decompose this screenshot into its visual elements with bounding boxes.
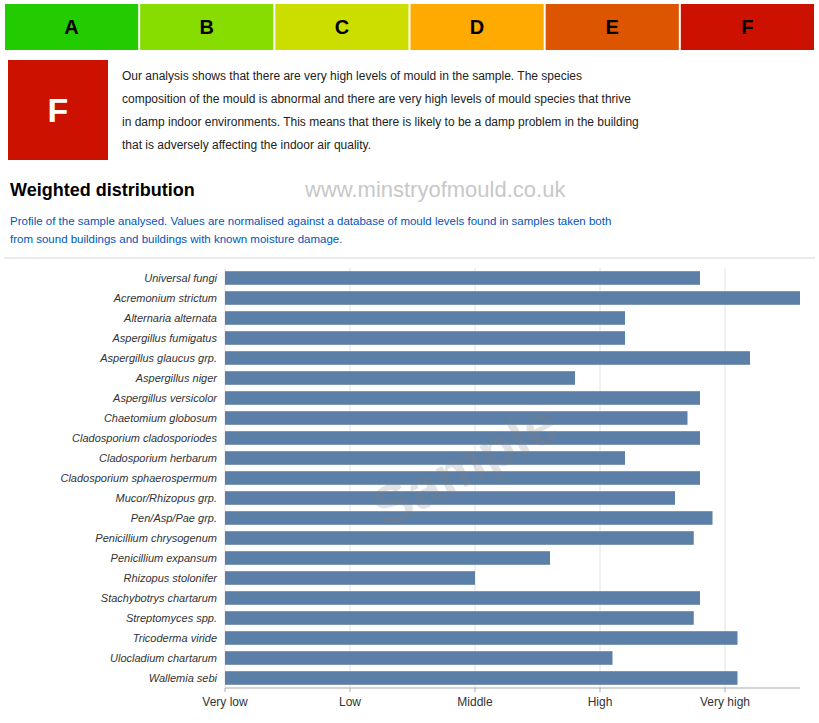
- grade-cell: [546, 4, 679, 50]
- x-tick-label: Very low: [202, 695, 248, 709]
- grade-label: A: [64, 16, 78, 38]
- chart-container: A B C D E F F Our analysis shows that there are…: [0, 0, 819, 723]
- tick-mark: [225, 688, 226, 692]
- bar: [225, 331, 625, 345]
- bar: [225, 291, 800, 305]
- x-tick-label: Middle: [457, 695, 493, 709]
- bar: [225, 371, 575, 385]
- category-label: Aspergillus glaucus grp.: [99, 352, 217, 364]
- bar: [225, 531, 694, 545]
- title: Weighted distribution: [10, 180, 195, 200]
- category-label: Pen/Asp/Pae grp.: [131, 512, 217, 524]
- subtitle: Profile of the sample analysed. Values a…: [10, 215, 611, 227]
- bar: [225, 571, 475, 585]
- tick-mark: [725, 688, 726, 692]
- bar: [225, 551, 550, 565]
- category-label: Aspergillus fumigatus: [111, 332, 217, 344]
- plot: Very low Low Middle High Very high Universal …: [60, 268, 800, 709]
- category-label: Rhizopus stolonifer: [123, 572, 218, 584]
- bar: [225, 351, 750, 365]
- separator: [4, 258, 815, 259]
- category-label: Tricoderma viride: [133, 632, 217, 644]
- category-label: Cladosporium herbarum: [99, 452, 217, 464]
- bar: [225, 391, 700, 405]
- description-line: that is adversely affecting the indoor a…: [122, 138, 371, 152]
- tick-mark: [600, 688, 601, 692]
- bar: [225, 591, 700, 605]
- x-axis-line: [225, 688, 800, 689]
- grade-cell: [275, 4, 408, 50]
- bar: [225, 411, 688, 425]
- description-line: in damp indoor environments. This means …: [122, 115, 639, 129]
- grid-line: [725, 268, 726, 688]
- category-label: Cladosporium cladosporiodes: [72, 432, 217, 444]
- grade-scale: A B C D E F: [5, 4, 814, 50]
- bar: [225, 611, 694, 625]
- description-line: Our analysis shows that there are very h…: [122, 69, 582, 83]
- grade-label: B: [200, 16, 214, 38]
- grade-label: C: [335, 16, 349, 38]
- category-label: Acremonium strictum: [113, 292, 217, 304]
- grade-result: F: [48, 91, 69, 129]
- bar: [225, 651, 613, 665]
- description-line: composition of the mould is abnormal and…: [122, 92, 631, 106]
- category-label: Stachybotrys chartarum: [101, 592, 217, 604]
- category-label: Universal fungi: [144, 272, 217, 284]
- bar: [225, 511, 713, 525]
- bar: [225, 311, 625, 325]
- grade-cell: [140, 4, 273, 50]
- x-tick-label: Very high: [700, 695, 750, 709]
- bar: [225, 631, 738, 645]
- x-tick-label: Low: [339, 695, 361, 709]
- grade-result-box: [8, 60, 108, 160]
- x-tick-label: High: [588, 695, 613, 709]
- category-label: Mucor/Rhizopus grp.: [116, 492, 218, 504]
- tick-mark: [350, 688, 351, 692]
- grade-label: F: [741, 16, 753, 38]
- chart: A B C D E F F Our analysis shows that there are…: [0, 0, 819, 723]
- category-label: Wallemia sebi: [149, 672, 218, 684]
- description: F Our analysis shows that there are very …: [8, 60, 639, 160]
- watermark-url: www.minstryofmould.co.uk: [304, 177, 566, 202]
- grade-label: E: [606, 16, 619, 38]
- category-label: Aspergillus niger: [135, 372, 219, 384]
- grade-cell: [681, 4, 814, 50]
- grade-label: D: [470, 16, 484, 38]
- bar: [225, 671, 738, 685]
- grade-cell: [411, 4, 544, 50]
- category-label: Ulocladium chartarum: [110, 652, 217, 664]
- subtitle: from sound buildings and buildings with …: [10, 233, 342, 245]
- category-label: Penicillium expansum: [111, 552, 217, 564]
- category-label: Chaetomium globosum: [104, 412, 217, 424]
- watermark-sample: Sample: [362, 391, 567, 540]
- category-label: Penicillium chrysogenum: [95, 532, 217, 544]
- category-label: Cladosporium sphaerospermum: [60, 472, 217, 484]
- bar: [225, 271, 700, 285]
- tick-mark: [475, 688, 476, 692]
- category-label: Streptomyces spp.: [126, 612, 217, 624]
- bars: [225, 271, 800, 685]
- category-label: Alternaria alternata: [123, 312, 217, 324]
- category-label: Aspergillus versicolor: [112, 392, 218, 404]
- grade-cell: [5, 4, 138, 50]
